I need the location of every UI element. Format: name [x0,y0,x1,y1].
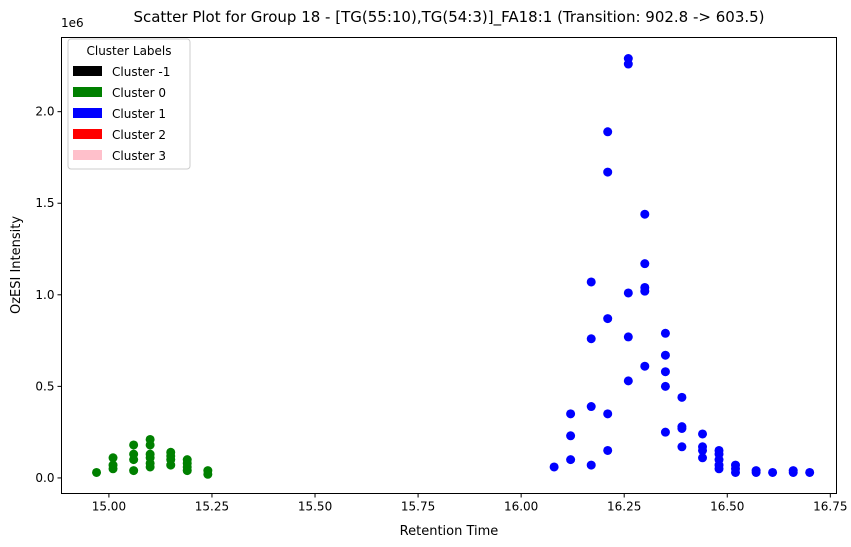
scatter-point-0-21 [182,455,192,465]
x-tick-label: 16.00 [504,500,538,514]
scatter-point-1-34 [698,442,708,452]
scatter-point-1-12 [603,127,613,137]
legend-title: Cluster Labels [86,44,171,58]
points-layer [92,54,815,479]
x-tick-label: 15.00 [92,500,126,514]
scatter-point-1-40 [714,445,724,455]
scatter-point-1-45 [751,466,761,476]
scatter-point-0-3 [108,453,118,463]
scatter-point-0-0 [92,467,102,477]
legend-swatch [73,66,102,76]
scatter-point-1-13 [623,376,633,386]
x-tick-label: 16.75 [813,500,847,514]
x-tick-label: 15.50 [298,500,332,514]
legend-entry-label: Cluster 1 [112,107,166,121]
scatter-point-1-24 [660,381,670,391]
x-tick-label: 16.25 [607,500,641,514]
scatter-point-1-2 [566,431,576,441]
scatter-point-1-30 [677,422,687,432]
scatter-point-1-1 [566,455,576,465]
scatter-point-0-7 [129,440,139,450]
scatter-point-0-4 [129,466,139,476]
scatter-point-1-18 [640,361,650,371]
scatter-point-1-5 [586,402,596,412]
scatter-point-1-26 [660,350,670,360]
y-tick-label: 0.5 [35,379,54,393]
scatter-point-1-10 [603,314,613,324]
scatter-point-0-23 [203,466,213,476]
scatter-point-1-7 [586,277,596,287]
y-tick-label: 2.0 [35,105,54,119]
x-tick-label: 15.75 [401,500,435,514]
legend-swatch [73,87,102,97]
legend-entry-label: Cluster 2 [112,128,166,142]
x-axis-label: Retention Time [400,524,499,539]
scatter-point-1-6 [586,334,596,344]
y-tick-label: 1.5 [35,196,54,210]
scatter-point-1-15 [623,288,633,298]
chart-title: Scatter Plot for Group 18 - [TG(55:10),T… [133,8,764,27]
y-axis: 0.0 0.5 1.0 1.5 2.0 [35,105,62,485]
scatter-point-1-43 [731,460,740,470]
legend-swatch [73,129,102,139]
scatter-point-1-0 [549,462,559,472]
y-axis-label: OzESI Intensity [9,216,24,314]
scatter-point-1-28 [677,442,687,452]
scatter-point-1-21 [640,259,650,269]
y-tick-label: 1.0 [35,288,54,302]
y-tick-label: 0.0 [35,471,54,485]
scatter-point-1-27 [660,328,670,338]
scatter-point-0-6 [129,449,139,459]
legend-entry-label: Cluster 3 [112,149,166,163]
scatter-point-1-49 [805,467,815,477]
y-multiplier-label: 1e6 [61,16,84,30]
scatter-point-1-35 [698,429,708,439]
scatter-point-1-4 [586,460,596,470]
x-axis: 15.00 15.25 15.50 15.75 16.00 16.25 16.50 16.75 [92,493,847,514]
legend-swatch [73,150,102,160]
scatter-point-0-2 [108,460,118,470]
scatter-point-1-23 [660,427,670,437]
scatter-point-1-48 [788,466,798,476]
scatter-point-1-9 [603,409,613,419]
scatter-point-1-3 [566,409,576,419]
scatter-point-1-8 [603,445,613,455]
scatter-point-0-11 [145,449,155,459]
plot-area-frame [61,37,837,494]
scatter-point-1-32 [698,453,708,463]
legend-entry-label: Cluster 0 [112,86,166,100]
x-tick-label: 15.25 [195,500,229,514]
scatter-point-1-46 [768,467,778,477]
scatter-point-1-20 [640,282,650,292]
scatter-point-1-11 [603,167,613,177]
scatter-point-1-25 [660,367,670,377]
x-tick-label: 16.50 [710,500,744,514]
scatter-point-1-22 [640,209,650,219]
scatter-point-1-14 [623,332,633,342]
legend-swatch [73,108,102,118]
legend: Cluster Labels Cluster -1 Cluster 0 Cluster… [67,38,191,170]
scatter-point-1-17 [623,54,633,64]
scatter-point-1-31 [677,392,687,402]
scatter-point-0-13 [145,434,155,444]
scatter-point-0-17 [166,447,176,457]
legend-entry-label: Cluster -1 [112,65,170,79]
